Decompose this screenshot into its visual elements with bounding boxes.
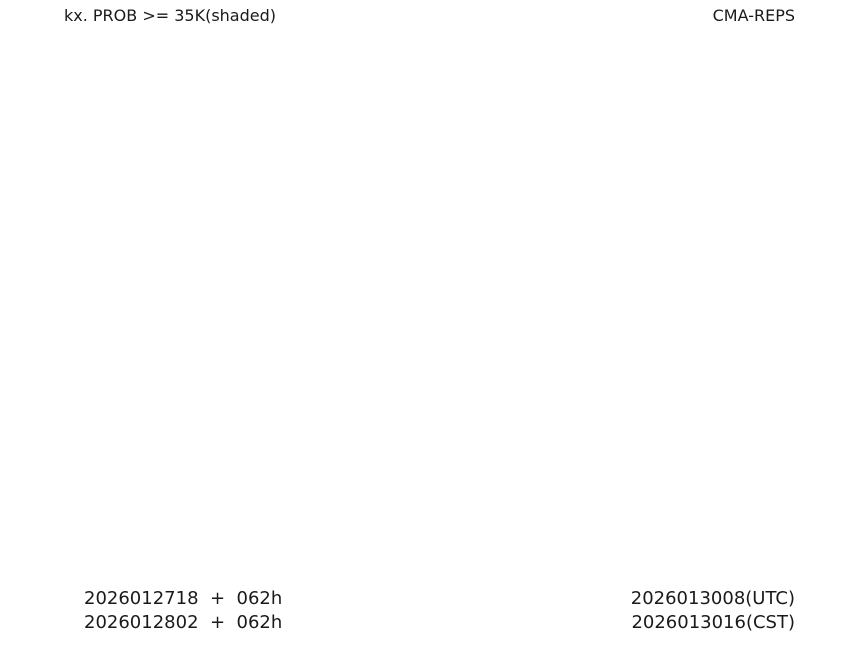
init-time-utc: 2026012718 + 062h (84, 588, 283, 609)
init-time-cst: 2026012802 + 062h (84, 612, 283, 633)
valid-time-utc: 2026013008(UTC) (630, 588, 795, 609)
brand-label: CMA-REPS (712, 6, 795, 25)
valid-time-cst: 2026013016(CST) (631, 612, 795, 633)
colorbar (800, 45, 860, 540)
china-probability-map (64, 42, 793, 559)
page-title: kx. PROB >= 35K(shaded) (64, 6, 276, 25)
